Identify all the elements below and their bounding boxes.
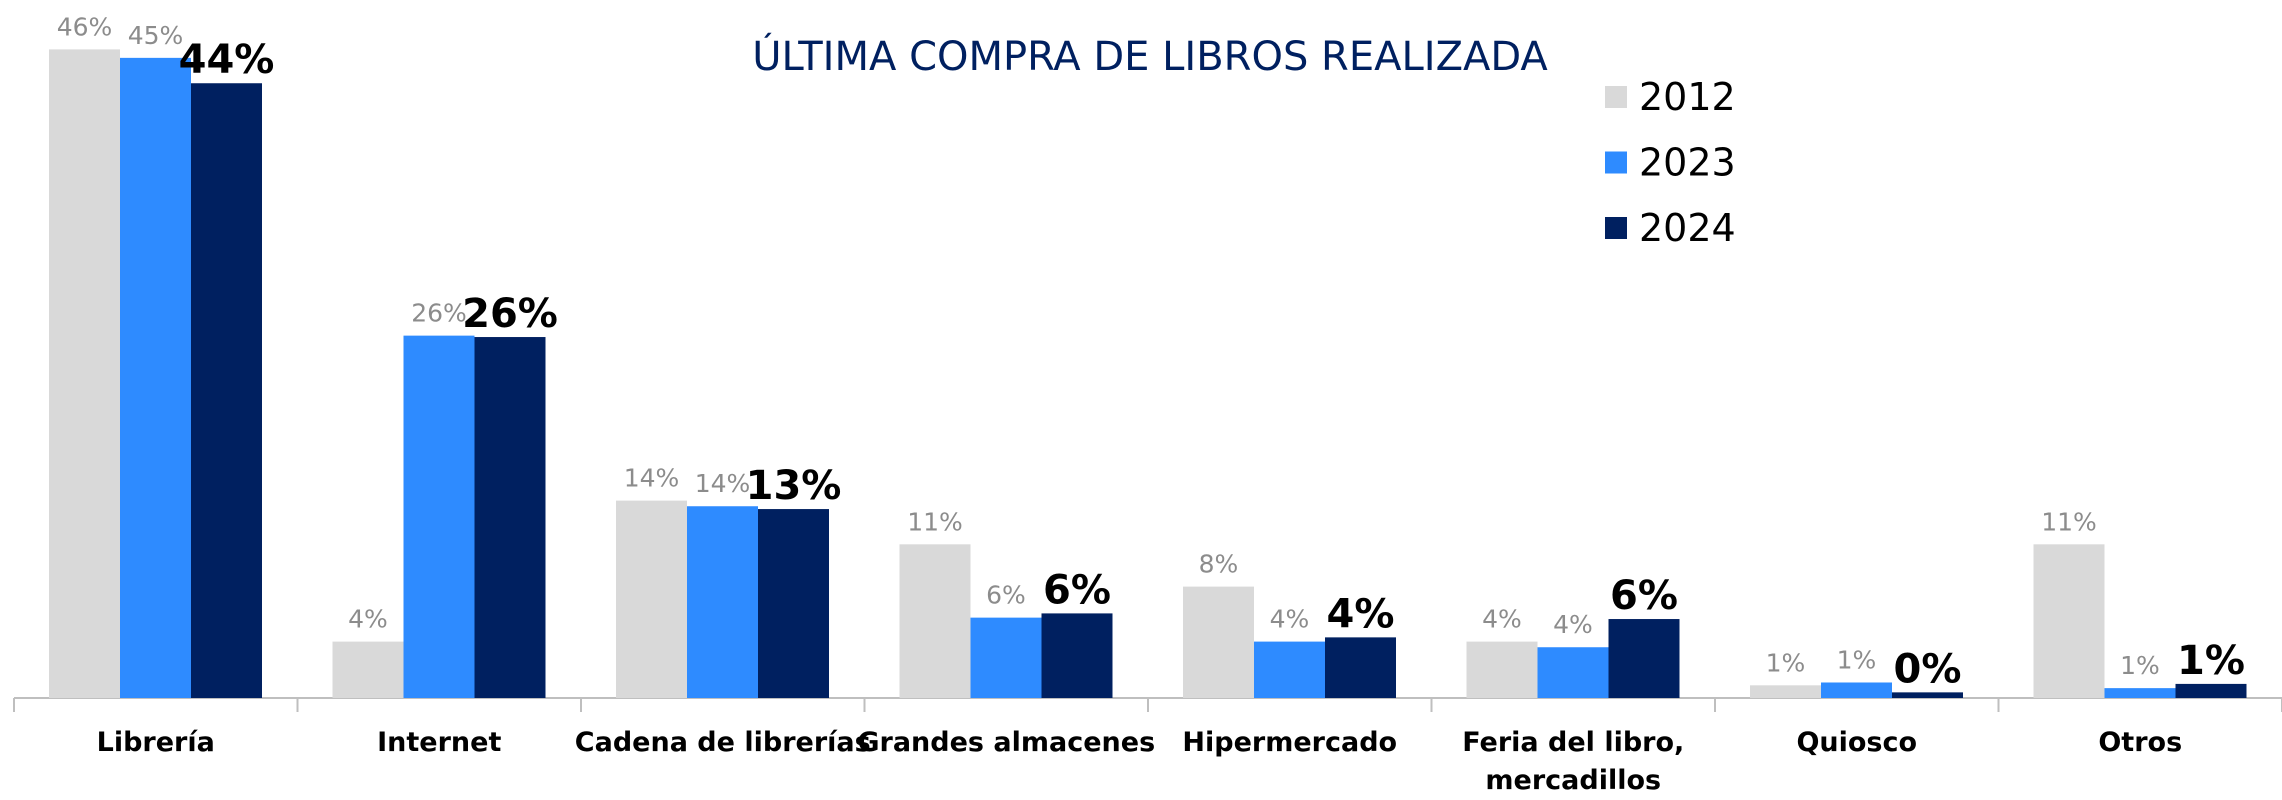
- legend-swatch: [1605, 86, 1627, 108]
- legend-swatch: [1605, 152, 1627, 174]
- data-label: 4%: [348, 605, 388, 634]
- x-tick-label: Quiosco: [1705, 724, 2009, 762]
- bar: [1042, 613, 1113, 698]
- bar: [1325, 637, 1396, 698]
- bar: [333, 642, 404, 698]
- data-label: 46%: [57, 12, 113, 41]
- x-tick-label: Feria del libro, mercadillos: [1422, 724, 1726, 800]
- bar: [2176, 684, 2247, 698]
- data-label: 6%: [986, 581, 1026, 610]
- bar: [1254, 642, 1325, 698]
- data-label: 1%: [2177, 638, 2245, 684]
- data-label: 13%: [746, 463, 842, 509]
- data-label: 0%: [1894, 646, 1962, 692]
- x-tick-label: Otros: [1989, 724, 2282, 762]
- bar: [2034, 544, 2105, 698]
- data-label: 14%: [695, 469, 751, 498]
- bar: [616, 501, 687, 698]
- bar: [191, 83, 262, 698]
- x-tick-label: Grandes almacenes: [855, 724, 1159, 762]
- data-label: 26%: [462, 291, 558, 337]
- data-label: 1%: [1837, 645, 1877, 674]
- data-label: 1%: [1766, 648, 1806, 677]
- data-label: 44%: [179, 37, 275, 83]
- x-tick-label: Internet: [288, 724, 592, 762]
- data-label: 45%: [128, 21, 184, 50]
- data-label: 4%: [1553, 610, 1593, 639]
- bar: [687, 506, 758, 698]
- data-label: 4%: [1327, 591, 1395, 637]
- bar: [758, 509, 829, 698]
- data-label: 6%: [1610, 573, 1678, 619]
- bar: [475, 337, 546, 698]
- bar: [1538, 647, 1609, 698]
- data-label: 14%: [624, 464, 680, 493]
- bar: [900, 544, 971, 698]
- legend-swatch: [1605, 217, 1627, 239]
- data-label: 11%: [2041, 507, 2097, 536]
- bar: [1183, 587, 1254, 698]
- x-tick-label: Hipermercado: [1138, 724, 1442, 762]
- bar: [1821, 682, 1892, 698]
- data-label: 11%: [907, 507, 963, 536]
- data-label: 4%: [1270, 605, 1310, 634]
- bar: [1750, 685, 1821, 698]
- bar: [971, 618, 1042, 698]
- bar: [2105, 688, 2176, 698]
- data-label: 26%: [411, 299, 467, 328]
- chart-title: ÚLTIMA COMPRA DE LIBROS REALIZADA: [752, 32, 1548, 80]
- legend-label: 2012: [1639, 75, 1736, 119]
- data-label: 4%: [1482, 605, 1522, 634]
- x-tick-label: Cadena de librerías: [571, 724, 875, 762]
- data-label: 1%: [2120, 651, 2160, 680]
- data-label: 8%: [1199, 550, 1239, 579]
- legend-label: 2024: [1639, 206, 1736, 250]
- x-tick-label: Librería: [4, 724, 308, 762]
- bar: [120, 58, 191, 698]
- legend-label: 2023: [1639, 141, 1736, 185]
- bar: [1609, 619, 1680, 698]
- bar: [404, 336, 475, 698]
- bar: [1892, 692, 1963, 698]
- data-label: 6%: [1043, 567, 1111, 613]
- bar: [49, 49, 120, 698]
- bar: [1467, 642, 1538, 698]
